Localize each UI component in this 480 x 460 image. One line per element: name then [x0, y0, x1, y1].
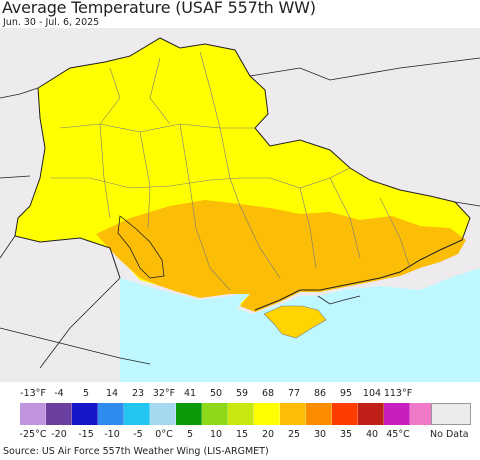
- tick-f-10: 77: [287, 388, 301, 399]
- tick-c-9: 20: [261, 429, 275, 440]
- colorbar-cell: [384, 403, 410, 425]
- colorbar-cell: [228, 403, 254, 425]
- colorbar-cell: [280, 403, 306, 425]
- tick-f-14: 113°F: [383, 388, 413, 399]
- tick-f-8: 59: [235, 388, 249, 399]
- temperature-map: [0, 28, 480, 382]
- tick-f-4: 23: [131, 388, 145, 399]
- tick-f-1: -4: [54, 388, 64, 399]
- fahrenheit-ticks: -13°F -4 5 14 23 32°F 41 50 59 68 77 86 …: [0, 388, 480, 402]
- azov-coast: [317, 295, 361, 305]
- date-range: Jun. 30 - Jul. 6, 2025: [3, 17, 100, 28]
- crimea: [263, 305, 327, 339]
- temperature-colorbar: [20, 403, 436, 425]
- celsius-ticks: -25°C -20 -15 -10 -5 0°C 5 10 15 20 25 3…: [0, 429, 480, 443]
- no-data-swatch: [431, 403, 471, 425]
- colorbar-cell: [150, 403, 176, 425]
- tick-f-3: 14: [105, 388, 119, 399]
- western-border: [14, 87, 121, 279]
- tick-f-6: 41: [183, 388, 197, 399]
- tick-c-7: 10: [209, 429, 223, 440]
- colorbar-cell: [72, 403, 98, 425]
- tick-c-6: 5: [186, 429, 194, 440]
- tick-c-5: 0°C: [155, 429, 173, 440]
- tick-f-5: 32°F: [152, 388, 176, 399]
- colorbar-cell: [254, 403, 280, 425]
- colorbar-cell: [20, 403, 46, 425]
- tick-c-8: 15: [235, 429, 249, 440]
- tick-f-9: 68: [261, 388, 275, 399]
- tick-f-13: 104: [362, 388, 382, 399]
- tick-c-2: -15: [78, 429, 94, 440]
- tick-c-11: 30: [313, 429, 327, 440]
- tick-c-10: 25: [287, 429, 301, 440]
- colorbar-cell: [176, 403, 202, 425]
- colorbar-cell: [332, 403, 358, 425]
- colorbar-cell: [202, 403, 228, 425]
- tick-f-12: 95: [339, 388, 353, 399]
- colorbar-cell: [46, 403, 72, 425]
- orange-warm-region: [96, 200, 466, 312]
- tick-c-13: 40: [365, 429, 379, 440]
- tick-c-0: -25°C: [19, 429, 47, 440]
- source-credit: Source: US Air Force 557th Weather Wing …: [3, 446, 269, 457]
- tick-c-4: -5: [133, 429, 143, 440]
- tick-f-0: -13°F: [20, 388, 46, 399]
- tick-c-14: 45°C: [386, 429, 410, 440]
- no-data-label: No Data: [430, 429, 469, 440]
- tick-c-1: -20: [51, 429, 67, 440]
- colorbar-cell: [98, 403, 124, 425]
- colorbar-cell: [358, 403, 384, 425]
- colorbar-cell: [306, 403, 332, 425]
- tick-f-11: 86: [313, 388, 327, 399]
- tick-f-2: 5: [82, 388, 90, 399]
- tick-f-7: 50: [209, 388, 223, 399]
- moldova-border: [117, 215, 165, 279]
- tick-c-3: -10: [104, 429, 120, 440]
- map-title: Average Temperature (USAF 557th WW): [2, 0, 316, 17]
- oblast-borders: [50, 51, 411, 291]
- colorbar-cell: [124, 403, 150, 425]
- tick-c-12: 35: [339, 429, 353, 440]
- neighbor-borders: [0, 57, 480, 369]
